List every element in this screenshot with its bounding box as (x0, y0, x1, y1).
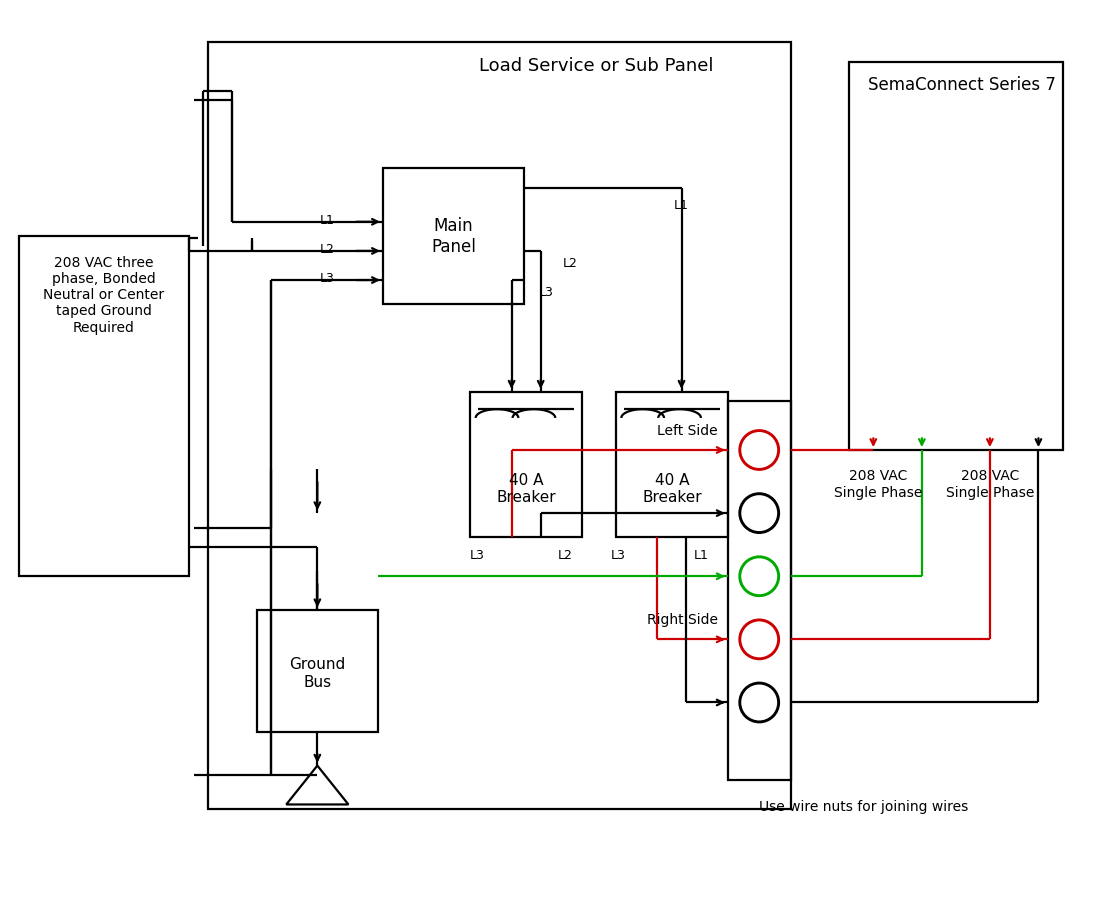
Text: Right Side: Right Side (647, 613, 718, 627)
Text: L2: L2 (319, 243, 334, 256)
Text: L1: L1 (694, 549, 708, 562)
Bar (256, 610, 378, 732)
Text: Ground
Bus: Ground Bus (289, 657, 345, 689)
Bar (383, 168, 524, 304)
Text: L1: L1 (319, 213, 334, 227)
Text: L3: L3 (470, 549, 485, 562)
Text: L2: L2 (558, 549, 573, 562)
Text: 40 A
Breaker: 40 A Breaker (496, 472, 556, 505)
Text: 208 VAC three
phase, Bonded
Neutral or Center
taped Ground
Required: 208 VAC three phase, Bonded Neutral or C… (43, 256, 164, 335)
Text: L2: L2 (562, 257, 578, 270)
Text: SemaConnect Series 7: SemaConnect Series 7 (869, 76, 1056, 94)
Bar (616, 392, 728, 537)
Bar (849, 61, 1063, 450)
Text: Load Service or Sub Panel: Load Service or Sub Panel (480, 57, 714, 75)
Text: L3: L3 (610, 549, 626, 562)
Bar (728, 401, 791, 780)
Bar (471, 392, 582, 537)
Text: 208 VAC
Single Phase: 208 VAC Single Phase (834, 470, 923, 500)
Bar (208, 42, 791, 809)
Text: 40 A
Breaker: 40 A Breaker (642, 472, 702, 505)
Text: 208 VAC
Single Phase: 208 VAC Single Phase (946, 470, 1034, 500)
Text: L1: L1 (674, 199, 689, 212)
Bar (19, 237, 189, 576)
Text: Left Side: Left Side (658, 424, 718, 437)
Text: Main
Panel: Main Panel (431, 217, 476, 256)
Text: L3: L3 (319, 272, 334, 285)
Text: L3: L3 (538, 286, 553, 300)
Text: Use wire nuts for joining wires: Use wire nuts for joining wires (759, 799, 968, 814)
